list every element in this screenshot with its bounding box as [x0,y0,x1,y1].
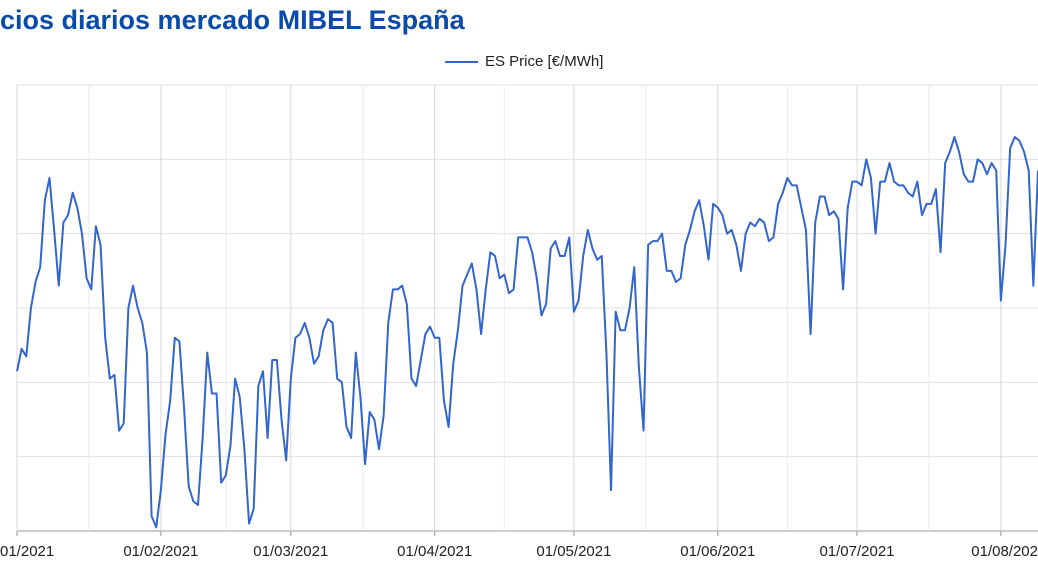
x-tick-label: 01/03/2021 [253,543,328,560]
x-tick-label: 01/06/2021 [680,543,755,560]
chart-title: cios diarios mercado MIBEL España [0,5,466,35]
x-tick-label: 01/02/2021 [123,543,198,560]
price-line [16,136,1038,529]
x-tick-label: 01/04/2021 [397,543,472,560]
x-tick-label: 01/07/2021 [819,543,894,560]
x-tick-label: 01/05/2021 [536,543,611,560]
x-tick-label: 01/2021 [0,543,54,560]
x-tick-label: 01/08/202 [971,543,1038,560]
legend-label: ES Price [€/MWh] [485,53,603,70]
